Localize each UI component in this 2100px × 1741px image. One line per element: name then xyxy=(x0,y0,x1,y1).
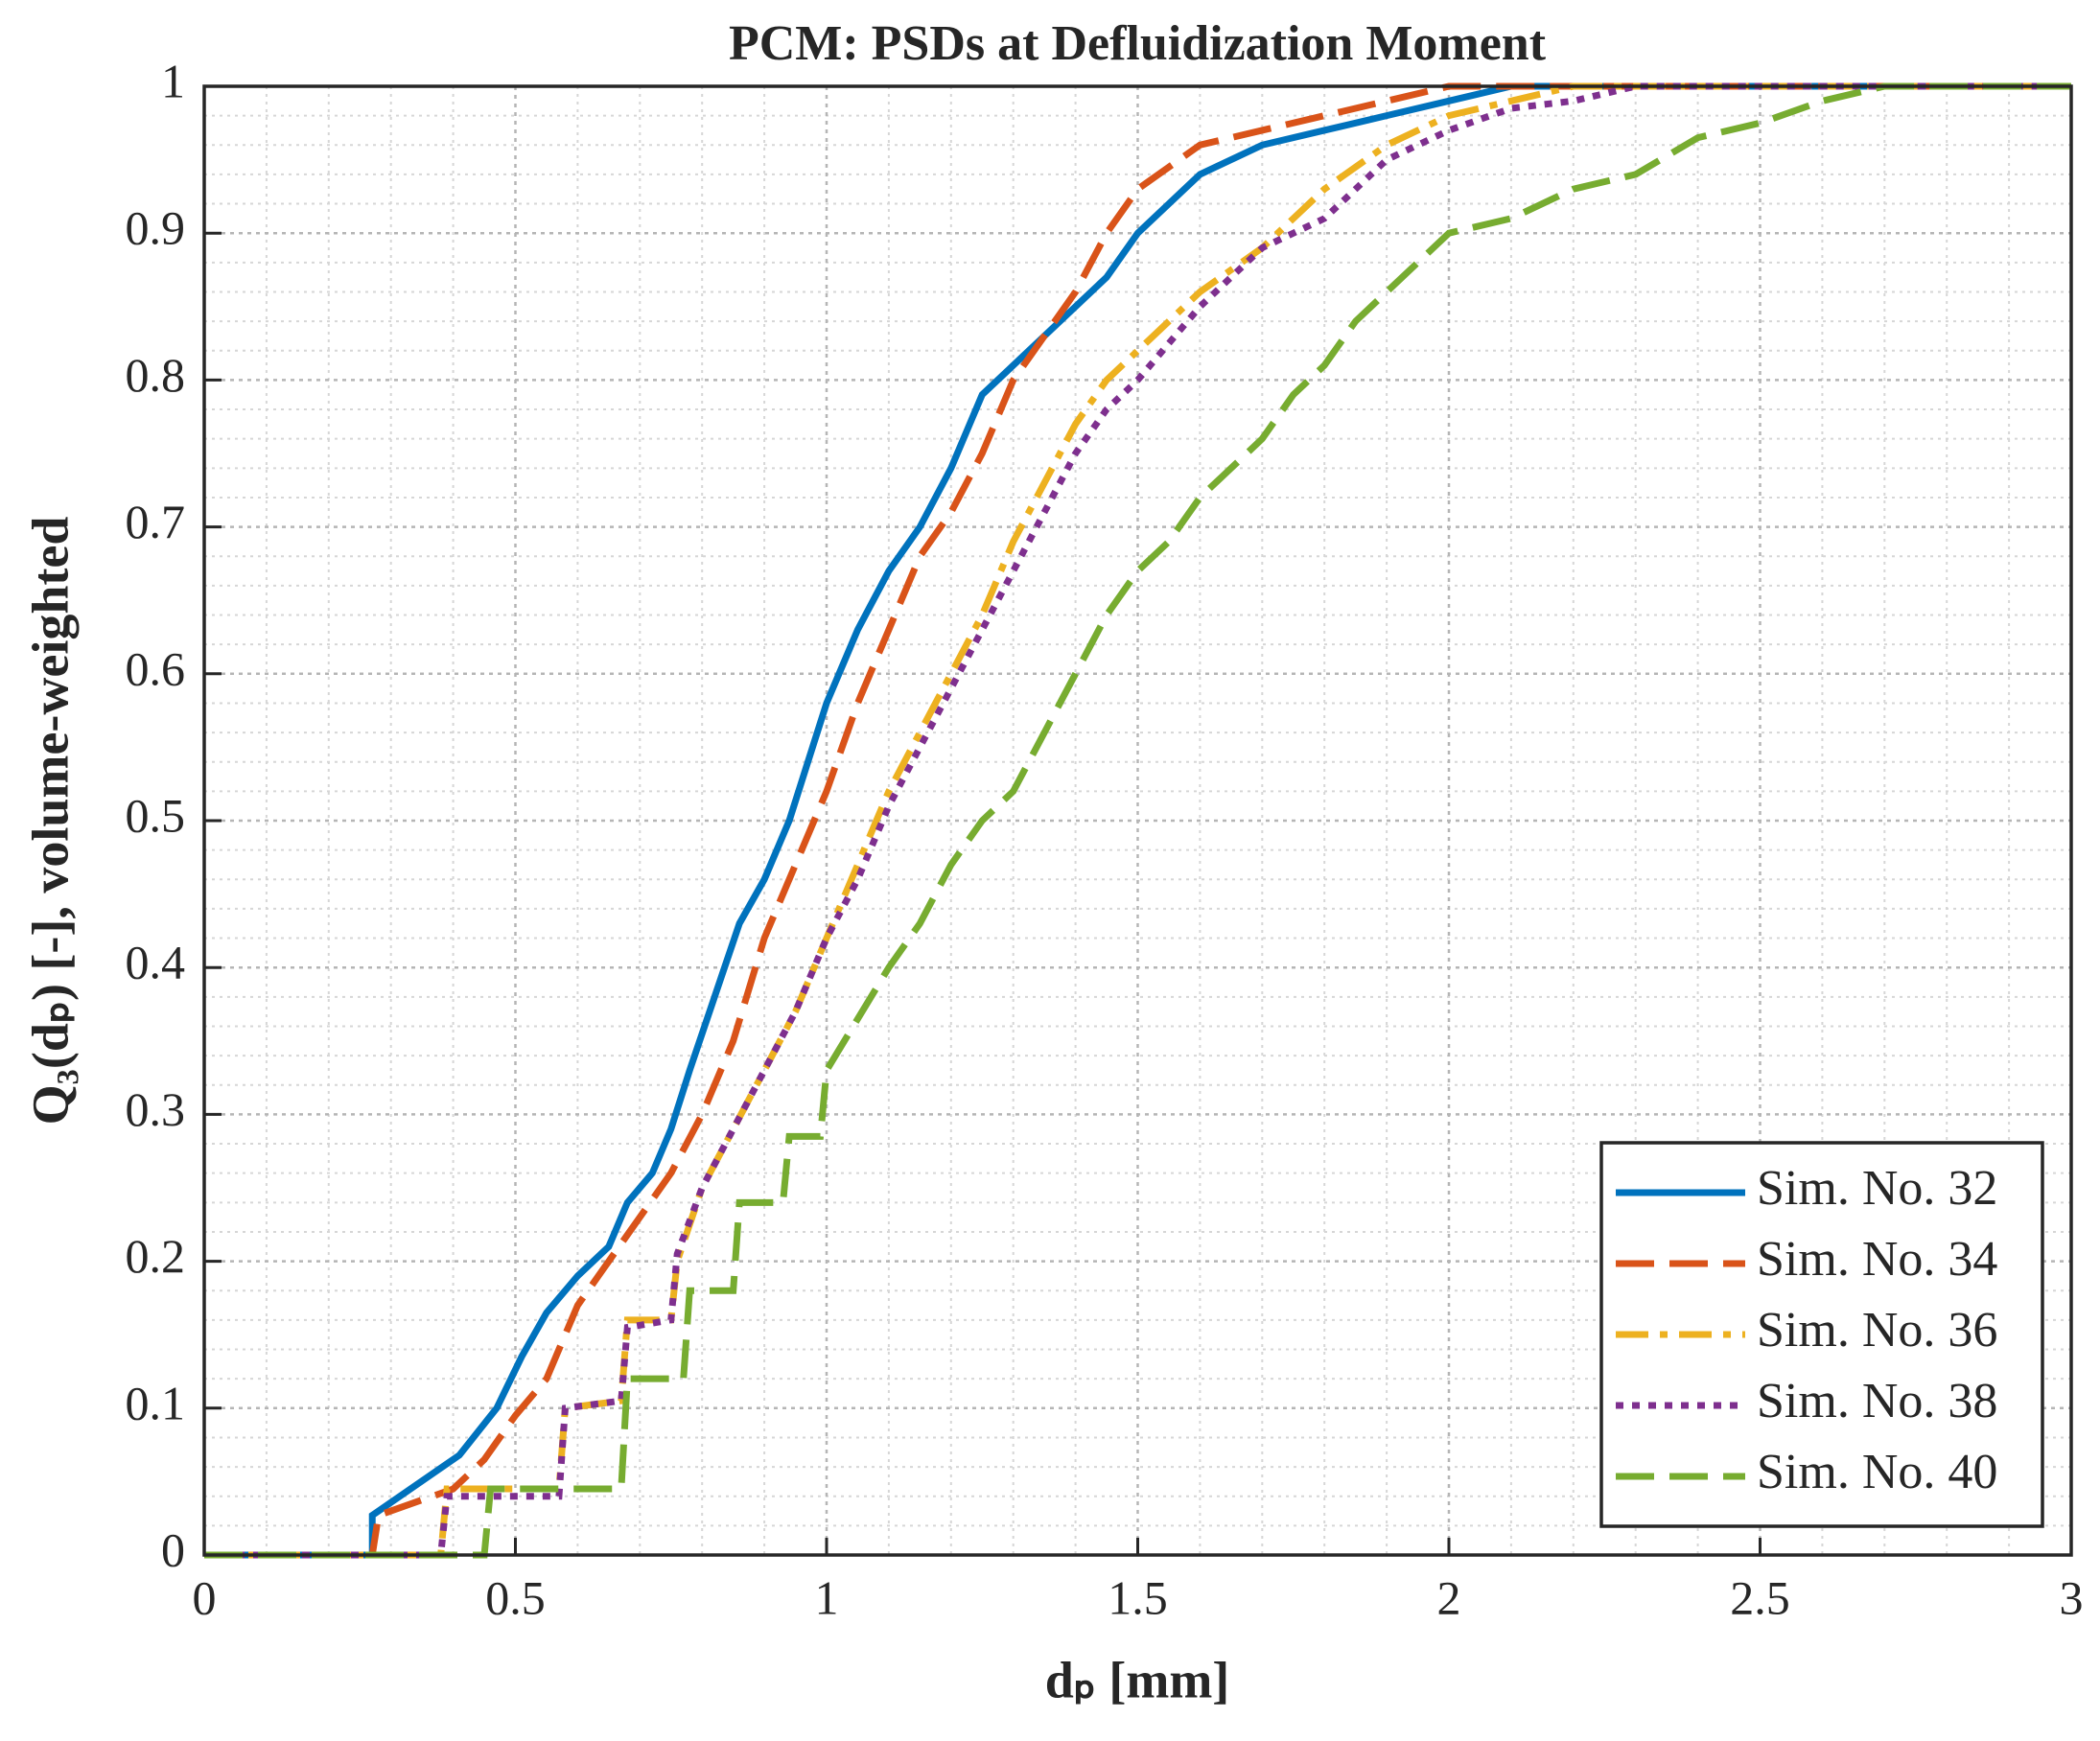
legend-label: Sim. No. 40 xyxy=(1757,1445,1997,1499)
y-tick-label: 0.2 xyxy=(126,1229,186,1283)
y-tick-label: 0.8 xyxy=(126,348,186,402)
y-tick-label: 0 xyxy=(161,1522,185,1576)
series-line xyxy=(204,82,2071,1559)
series-line xyxy=(204,82,2071,1559)
y-tick-label: 0.7 xyxy=(126,495,186,548)
x-tick-label: 1.5 xyxy=(1108,1570,1168,1624)
series-line xyxy=(204,82,2071,1559)
chart-title: PCM: PSDs at Defluidization Moment xyxy=(729,16,1547,71)
x-tick-label: 2 xyxy=(1437,1570,1461,1624)
legend-box xyxy=(1599,1141,2044,1528)
y-tick-label: 0.5 xyxy=(126,788,186,842)
x-tick-label: 3 xyxy=(2060,1570,2084,1624)
x-tick-label: 1 xyxy=(815,1570,839,1624)
x-axis-label: dₚ [mm] xyxy=(1045,1651,1230,1708)
y-tick-label: 0.9 xyxy=(126,201,186,255)
x-tick-label: 2.5 xyxy=(1730,1570,1790,1624)
y-tick-label: 0.4 xyxy=(126,936,186,989)
series-line xyxy=(204,82,2071,1559)
x-tick-label: 0 xyxy=(193,1570,217,1624)
legend-label: Sim. No. 34 xyxy=(1757,1232,1997,1287)
y-tick-label: 0.1 xyxy=(126,1376,186,1429)
y-tick-label: 0.6 xyxy=(126,641,186,695)
y-tick-label: 1 xyxy=(161,54,185,107)
plot-frame xyxy=(202,84,2073,1557)
legend-label: Sim. No. 36 xyxy=(1757,1303,1997,1358)
series-line xyxy=(204,82,2071,1559)
legend-label: Sim. No. 32 xyxy=(1757,1161,1997,1216)
legend-label: Sim. No. 38 xyxy=(1757,1374,1997,1428)
y-tick-label: 0.3 xyxy=(126,1082,186,1136)
x-tick-label: 0.5 xyxy=(485,1570,546,1624)
y-axis-label: Q₃(dₚ) [-], volume-weighted xyxy=(21,517,79,1126)
